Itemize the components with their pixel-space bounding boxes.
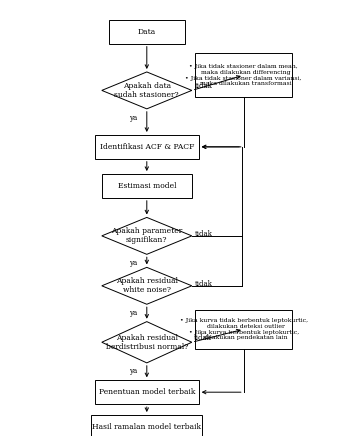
Text: ya: ya bbox=[129, 309, 137, 316]
Text: Estimasi model: Estimasi model bbox=[118, 182, 176, 190]
Text: Apakah data
sudah stasioner?: Apakah data sudah stasioner? bbox=[114, 82, 179, 99]
FancyBboxPatch shape bbox=[195, 53, 292, 97]
Text: tidak: tidak bbox=[195, 280, 213, 288]
FancyBboxPatch shape bbox=[95, 380, 199, 404]
Polygon shape bbox=[102, 322, 192, 363]
Text: • Jika kurva tidak berbentuk leptokurtic,
  dilakukan deteksi outlier
• Jika kur: • Jika kurva tidak berbentuk leptokurtic… bbox=[180, 318, 308, 340]
Polygon shape bbox=[102, 218, 192, 254]
Text: Data: Data bbox=[138, 28, 156, 36]
FancyBboxPatch shape bbox=[102, 174, 192, 198]
Text: • Jika tidak stasioner dalam mean,
  maka dilakukan differencing
• Jika tidak st: • Jika tidak stasioner dalam mean, maka … bbox=[186, 64, 302, 87]
Text: ya: ya bbox=[129, 259, 137, 267]
FancyBboxPatch shape bbox=[91, 415, 202, 437]
Text: Apakah residual
berdistribusi normal?: Apakah residual berdistribusi normal? bbox=[106, 334, 188, 351]
Text: tidak: tidak bbox=[194, 334, 211, 342]
Text: Apakah residual
white noise?: Apakah residual white noise? bbox=[116, 277, 178, 295]
Text: ya: ya bbox=[129, 367, 137, 375]
Polygon shape bbox=[102, 72, 192, 109]
Text: Apakah parameter
signifikan?: Apakah parameter signifikan? bbox=[111, 227, 183, 244]
Text: Hasil ramalan model terbaik: Hasil ramalan model terbaik bbox=[92, 423, 201, 431]
Text: Penentuan model terbaik: Penentuan model terbaik bbox=[99, 388, 195, 396]
Polygon shape bbox=[102, 267, 192, 304]
Text: tidak: tidak bbox=[195, 82, 213, 90]
FancyBboxPatch shape bbox=[109, 20, 185, 44]
Text: Identifikasi ACF & PACF: Identifikasi ACF & PACF bbox=[99, 143, 194, 151]
FancyBboxPatch shape bbox=[195, 310, 292, 349]
Text: tidak: tidak bbox=[195, 230, 213, 238]
FancyBboxPatch shape bbox=[95, 135, 199, 159]
Text: ya: ya bbox=[129, 114, 137, 122]
